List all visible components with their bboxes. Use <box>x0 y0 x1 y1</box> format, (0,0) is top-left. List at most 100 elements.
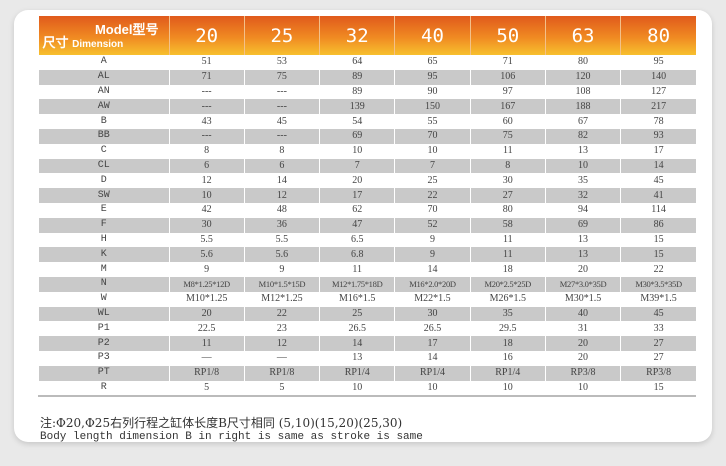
table-cell: 140 <box>620 69 696 85</box>
table-cell: 13 <box>544 232 621 248</box>
row-label: N <box>38 276 169 292</box>
table-cell: — <box>168 350 245 366</box>
table-row: K 5.6 5.6 6.8 9 11 13 15 <box>38 247 696 263</box>
table-cell: 71 <box>469 55 546 70</box>
table-cell: 45 <box>620 306 696 322</box>
table-cell: 12 <box>243 188 320 203</box>
table-cell: 9 <box>394 232 471 248</box>
table-cell: 89 <box>319 69 395 85</box>
table-cell: 27 <box>620 336 696 351</box>
table-cell: M10*1.5*15D <box>243 276 320 292</box>
table-cell: 217 <box>620 99 696 115</box>
table-row: M 9 9 11 14 18 20 22 <box>38 262 696 277</box>
table-cell: 95 <box>620 55 696 70</box>
table-cell: M30*3.5*35D <box>620 276 696 292</box>
table-cell: 30 <box>469 173 546 189</box>
table-cell: 120 <box>544 69 621 85</box>
table-cell: — <box>243 350 320 366</box>
table-cell: 11 <box>469 247 546 263</box>
table-cell: 14 <box>620 158 696 174</box>
table-cell: 150 <box>394 99 471 115</box>
table-cell: RP3/8 <box>620 365 696 381</box>
table-cell: 15 <box>620 247 696 263</box>
row-label: BB <box>38 128 169 144</box>
table-cell: 86 <box>620 217 696 233</box>
table-row: W M10*1.25 M12*1.25 M16*1.5 M22*1.5 M26*1.5 M3… <box>38 291 696 307</box>
table-cell: 47 <box>319 217 395 233</box>
dimension-label: 尺寸 Dimension <box>43 32 124 51</box>
note-chinese: 注:Φ20,Φ25右列行程之缸体长度B尺寸相同 (5,10)(15,20)(25… <box>40 416 403 430</box>
model-header-80: 80 <box>620 16 696 55</box>
row-label: AW <box>38 99 169 115</box>
table-cell: 67 <box>544 114 621 129</box>
table-cell: 13 <box>544 247 621 263</box>
table-cell: 10 <box>394 143 471 159</box>
table-row: F 30 36 47 52 58 69 86 <box>38 217 696 233</box>
table-cell: M12*1.75*18D <box>319 276 395 292</box>
table-cell: 31 <box>544 321 621 337</box>
table-cell: 41 <box>620 188 696 203</box>
table-row: B 43 45 54 55 60 67 78 <box>38 114 696 129</box>
model-header-50: 50 <box>469 16 546 55</box>
table-cell: 40 <box>544 306 621 322</box>
table-cell: 71 <box>168 69 245 85</box>
table-cell: 89 <box>319 84 395 100</box>
table-row: AW --- --- 139 150 167 188 217 <box>38 99 696 115</box>
table-cell: 22 <box>243 306 320 322</box>
table-cell: 51 <box>168 55 245 70</box>
table-cell: 97 <box>469 84 546 100</box>
row-label: A <box>38 55 169 70</box>
row-label: H <box>38 232 169 248</box>
table-cell: 114 <box>620 202 696 218</box>
table-cell: 80 <box>544 55 621 70</box>
table-cell: 9 <box>243 262 320 277</box>
table-row: PT RP1/8 RP1/8 RP1/4 RP1/4 RP1/4 RP3/8 RP3/8 <box>38 365 696 381</box>
table-cell: 10 <box>469 380 546 398</box>
model-header-63: 63 <box>544 16 621 55</box>
table-row: N M8*1.25*12D M10*1.5*15D M12*1.75*18D M16*2… <box>38 276 696 292</box>
table-cell: RP1/4 <box>469 365 546 381</box>
table-cell: 11 <box>168 336 245 351</box>
table-cell: 20 <box>544 350 621 366</box>
table-cell: 42 <box>168 202 245 218</box>
table-cell: 93 <box>620 128 696 144</box>
table-cell: 6.5 <box>319 232 395 248</box>
table-cell: 10 <box>544 158 621 174</box>
model-header-20: 20 <box>168 16 245 55</box>
table-cell: 20 <box>168 306 245 322</box>
table-cell: M22*1.5 <box>394 291 471 307</box>
row-label: AL <box>38 69 169 85</box>
table-cell: 62 <box>319 202 395 218</box>
table-cell: 10 <box>319 143 395 159</box>
table-cell: M10*1.25 <box>168 291 245 307</box>
table-cell: 27 <box>620 350 696 366</box>
model-label: Model型号 <box>94 22 159 37</box>
row-label: D <box>38 173 169 189</box>
table-cell: 25 <box>319 306 395 322</box>
table-row: AL 71 75 89 95 106 120 140 <box>38 69 696 85</box>
table-cell: 94 <box>544 202 621 218</box>
table-cell: 5.6 <box>243 247 320 263</box>
row-label: K <box>38 247 169 263</box>
table-cell: 22.5 <box>168 321 245 337</box>
table-cell: 5.6 <box>168 247 245 263</box>
table-cell: M30*1.5 <box>544 291 621 307</box>
table-cell: 5 <box>168 380 245 398</box>
table-cell: 20 <box>544 336 621 351</box>
table-cell: 12 <box>243 336 320 351</box>
table-cell: M20*2.5*25D <box>469 276 546 292</box>
table-cell: 22 <box>394 188 471 203</box>
dimension-table: Model型号 尺寸 Dimension 20 25 32 40 50 63 80 A 51 5… <box>38 16 696 398</box>
table-cell: --- <box>168 84 245 100</box>
table-cell: 32 <box>544 188 621 203</box>
row-label: P1 <box>38 321 169 337</box>
row-label: PT <box>38 365 169 381</box>
row-label: F <box>38 217 169 233</box>
table-cell: 11 <box>469 232 546 248</box>
table-cell: 8 <box>243 143 320 159</box>
table-cell: 95 <box>394 69 471 85</box>
table-row: P2 11 12 14 17 18 20 27 <box>38 336 696 351</box>
row-label: AN <box>38 84 169 100</box>
table-cell: 15 <box>620 232 696 248</box>
table-cell: 188 <box>544 99 621 115</box>
